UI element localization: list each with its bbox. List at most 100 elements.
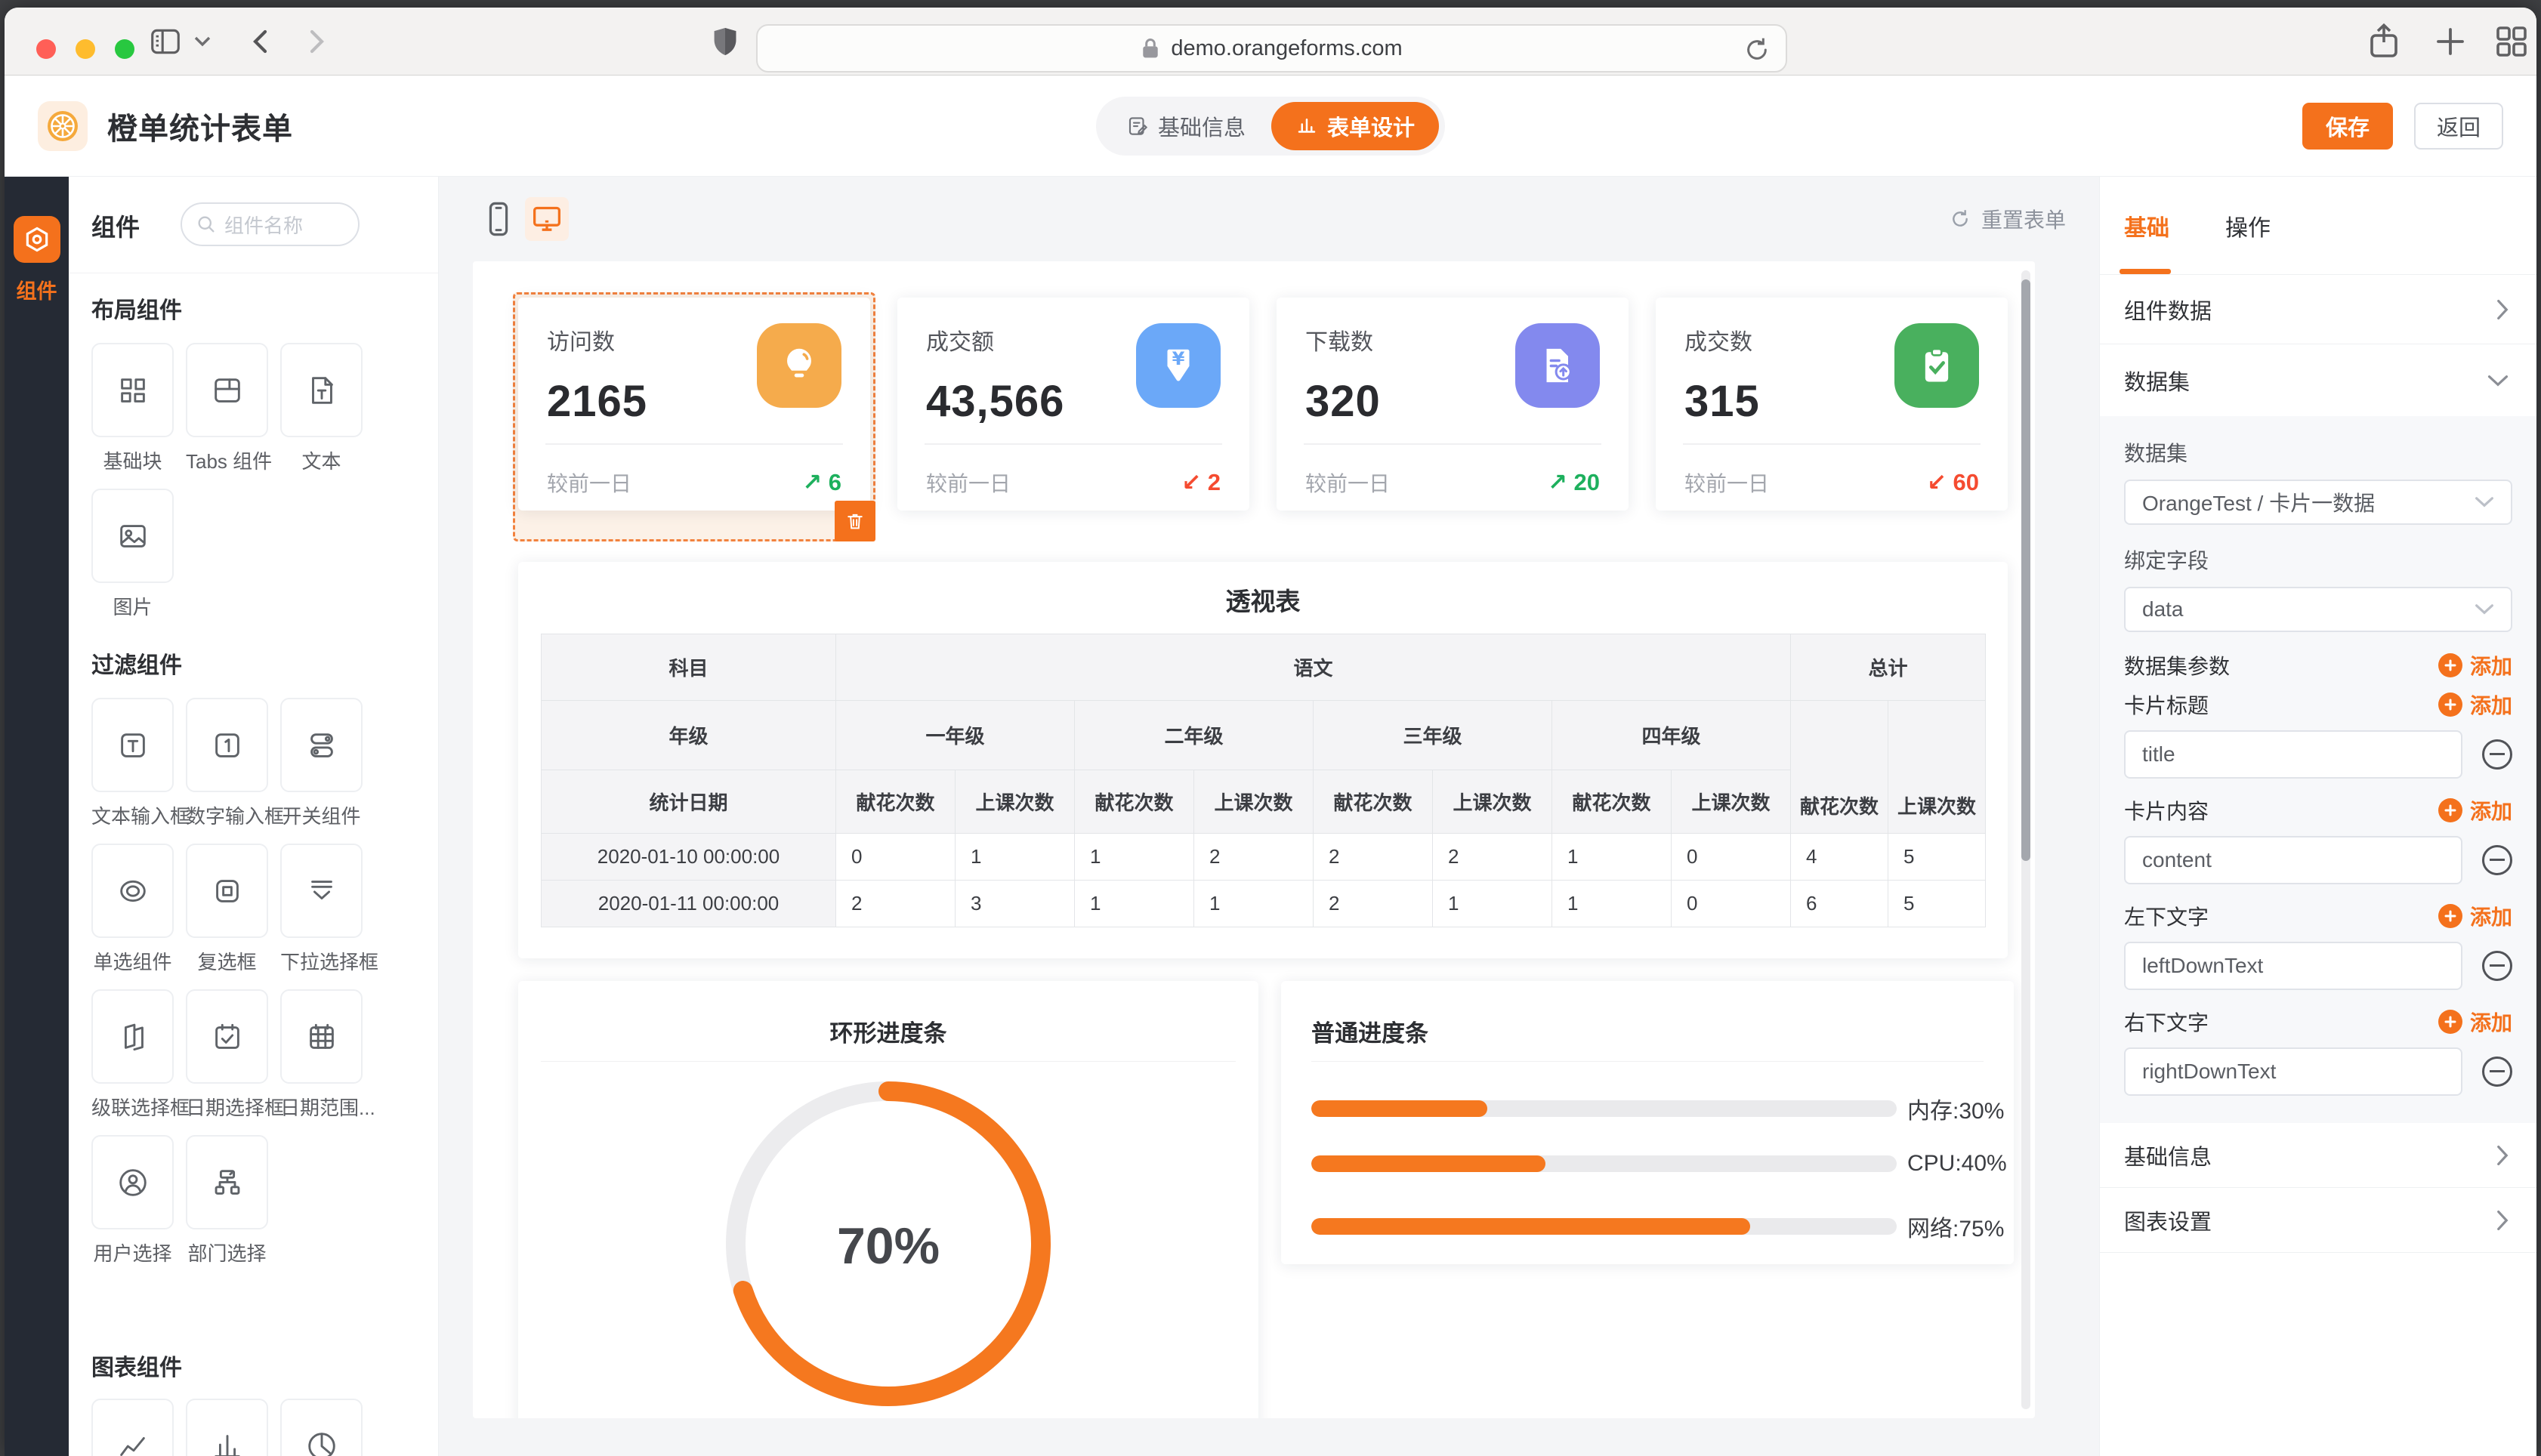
component-search-input[interactable]: 组件名称: [181, 202, 360, 246]
basic-info-row[interactable]: 基础信息: [2100, 1123, 2536, 1188]
remove-left-down-button[interactable]: [2482, 951, 2512, 981]
left-down-text-input[interactable]: leftDownText: [2124, 942, 2462, 990]
delete-component-button[interactable]: [835, 501, 875, 541]
bulb-icon: [757, 323, 841, 408]
reload-icon[interactable]: [1742, 35, 1772, 65]
pivot-total-header: 总计: [1790, 634, 1987, 701]
component-item-image[interactable]: 图片: [91, 489, 174, 620]
dataset-select[interactable]: OrangeTest / 卡片一数据: [2124, 480, 2512, 525]
sidebar-toggle-icon[interactable]: [150, 8, 181, 76]
browser-window: demo.orangeforms.com 橙单统计表单 基础信息: [5, 8, 2536, 1456]
progress-fill: [1311, 1155, 1545, 1172]
selected-card-wrapper[interactable]: 访问数 2165 较前一日 ↗ 6: [513, 292, 875, 541]
stat-card-visits[interactable]: 访问数 2165 较前一日 ↗ 6: [518, 298, 870, 511]
tab-overview-icon[interactable]: [2494, 8, 2529, 76]
component-item-number-input[interactable]: 数字输入框: [186, 698, 284, 829]
component-item-pie-chart[interactable]: [280, 1399, 363, 1456]
blocks-icon: [120, 378, 145, 403]
component-item-dropdown[interactable]: 下拉选择框: [280, 844, 378, 975]
url-text: demo.orangeforms.com: [1171, 35, 1403, 60]
dataset-field-label: 数据集: [2124, 442, 2188, 465]
rail-item-components[interactable]: 组件: [5, 216, 69, 304]
chevron-right-icon: [2497, 1210, 2509, 1230]
card-title-input[interactable]: title: [2124, 730, 2462, 779]
close-window-button[interactable]: [36, 39, 56, 59]
shield-icon[interactable]: [712, 8, 739, 76]
add-left-down-button[interactable]: 添加: [2438, 901, 2512, 931]
text-document-icon: [311, 376, 333, 404]
right-down-text-input[interactable]: rightDownText: [2124, 1047, 2462, 1096]
tab-actions[interactable]: 操作: [2225, 215, 2271, 241]
bind-field-select[interactable]: data: [2124, 587, 2512, 632]
zoom-window-button[interactable]: [115, 39, 134, 59]
pivot-table-card[interactable]: 透视表 科目 语文 总计 年级 一年级 二年级: [518, 562, 2008, 958]
component-item-basic-block[interactable]: 基础块: [91, 343, 174, 474]
component-item-line-chart[interactable]: [91, 1399, 174, 1456]
dropdown-icon: [310, 880, 332, 899]
ring-progress-card[interactable]: 环形进度条 70%: [518, 981, 1258, 1418]
sidebar-chevron-icon[interactable]: [193, 8, 211, 76]
back-button-header[interactable]: 返回: [2414, 102, 2503, 150]
add-right-down-button[interactable]: 添加: [2438, 1007, 2512, 1037]
component-item-text-input[interactable]: 文本输入框: [91, 698, 190, 829]
component-item-dept-select[interactable]: 部门选择: [186, 1135, 268, 1266]
filter-components-grid: 文本输入框 数字输入框 开关组件 单选组件 复选框: [91, 698, 378, 1266]
progress-track: [1311, 1100, 1897, 1117]
dataset-section-header[interactable]: 数据集: [2100, 344, 2536, 416]
component-item-text[interactable]: 文本: [280, 343, 363, 474]
remove-card-content-button[interactable]: [2482, 845, 2512, 875]
address-bar[interactable]: demo.orangeforms.com: [756, 24, 1787, 72]
card-content-input[interactable]: content: [2124, 836, 2462, 884]
dataset-section-body: 数据集 OrangeTest / 卡片一数据 绑定字段 data 数据集参数 添…: [2100, 416, 2536, 1123]
save-button[interactable]: 保存: [2302, 102, 2393, 150]
minimize-window-button[interactable]: [76, 39, 95, 59]
back-button[interactable]: [248, 8, 273, 76]
user-icon: [119, 1168, 147, 1196]
traffic-lights: [36, 39, 134, 59]
stat-card-downloads[interactable]: 下载数 320 较前一日 ↗ 20: [1277, 298, 1629, 511]
desktop-preview-icon[interactable]: [525, 197, 569, 241]
left-down-field-label: 左下文字: [2124, 905, 2209, 929]
ring-progress-title: 环形进度条: [829, 1020, 947, 1047]
component-item-date-range[interactable]: 日期范围...: [280, 989, 375, 1121]
reset-form-button[interactable]: 重置表单: [1948, 204, 2066, 234]
checkbox-icon: [215, 879, 239, 902]
component-item-switch[interactable]: 开关组件: [280, 698, 363, 829]
lock-icon: [1143, 39, 1159, 58]
component-item-radio[interactable]: 单选组件: [91, 844, 174, 975]
canvas-scrollbar-thumb[interactable]: [2021, 279, 2030, 861]
tab-basic[interactable]: 基础: [2124, 215, 2169, 241]
new-tab-icon[interactable]: [2434, 8, 2467, 76]
progress-bars-card[interactable]: 普通进度条 内存:30% CPU:40% 网络:75%: [1281, 981, 2014, 1264]
date-range-table-icon: [309, 1023, 334, 1049]
forward-button[interactable]: [304, 8, 329, 76]
app-header: 橙单统计表单 基础信息 表单设计 保存 返回: [5, 76, 2536, 177]
form-design-surface[interactable]: 访问数 2165 较前一日 ↗ 6: [473, 261, 2035, 1418]
chart-settings-row[interactable]: 图表设置: [2100, 1188, 2536, 1253]
tab-form-design[interactable]: 表单设计: [1271, 101, 1440, 150]
add-dataset-param-button[interactable]: 添加: [2438, 650, 2512, 680]
component-item-user-select[interactable]: 用户选择: [91, 1135, 174, 1266]
tab-basic-info[interactable]: 基础信息: [1119, 110, 1271, 142]
component-item-cascade[interactable]: 级联选择框: [91, 989, 190, 1121]
add-card-title-button[interactable]: 添加: [2438, 689, 2512, 720]
component-item-checkbox[interactable]: 复选框: [186, 844, 268, 975]
share-icon[interactable]: [2367, 8, 2401, 76]
add-card-content-button[interactable]: 添加: [2438, 795, 2512, 825]
plus-circle-icon: [2438, 653, 2462, 677]
components-hexagon-icon: [13, 216, 60, 263]
component-item-tabs[interactable]: Tabs 组件: [186, 343, 272, 474]
mobile-preview-icon[interactable]: [489, 202, 508, 236]
stat-card-deals[interactable]: 成交数 315 较前一日 ↙ 60: [1656, 298, 2008, 511]
progress-fill: [1311, 1218, 1751, 1235]
component-data-row[interactable]: 组件数据: [2100, 275, 2536, 344]
remove-card-title-button[interactable]: [2482, 739, 2512, 770]
component-item-date-picker[interactable]: 日期选择框: [186, 989, 284, 1121]
component-item-bar-chart[interactable]: [186, 1399, 268, 1456]
left-down-text-row: 左下文字 添加: [2124, 902, 2512, 930]
number-input-icon: [215, 733, 239, 757]
stat-card-deal-amount[interactable]: 成交额 43,566 ¥ 较前一日 ↙ 2: [897, 298, 1249, 511]
panel-title: 组件: [91, 214, 140, 241]
remove-right-down-button[interactable]: [2482, 1057, 2512, 1087]
